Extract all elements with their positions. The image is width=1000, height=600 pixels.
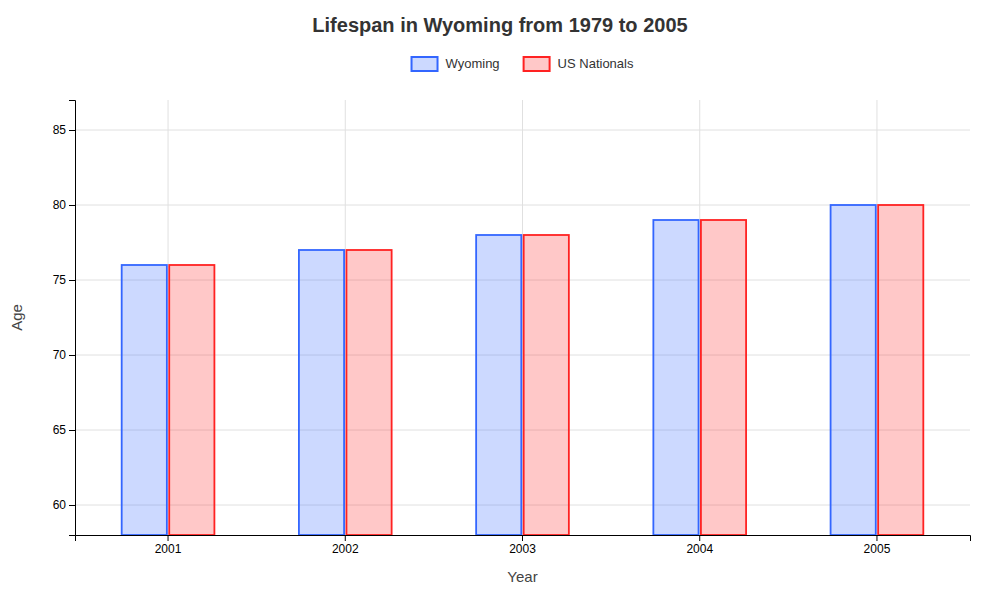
tick: 70 bbox=[53, 348, 75, 362]
tick: 85 bbox=[53, 123, 75, 137]
tick-mark bbox=[69, 355, 75, 356]
tick-label: 2005 bbox=[864, 542, 891, 556]
axis-line bbox=[76, 536, 971, 542]
tick-label: 2003 bbox=[509, 542, 536, 556]
bar bbox=[831, 205, 876, 535]
legend-label: US Nationals bbox=[558, 56, 634, 71]
grid bbox=[75, 100, 970, 535]
bar bbox=[701, 220, 746, 535]
bar bbox=[878, 205, 923, 535]
legend-label: Wyoming bbox=[446, 56, 500, 71]
tick-mark bbox=[345, 535, 346, 541]
tick-mark bbox=[168, 535, 169, 541]
tick-mark bbox=[69, 130, 75, 131]
tick-mark bbox=[69, 430, 75, 431]
bar bbox=[524, 235, 569, 535]
bar bbox=[653, 220, 698, 535]
tick-label: 2002 bbox=[332, 542, 359, 556]
tick-mark bbox=[699, 535, 700, 541]
legend-swatch bbox=[524, 57, 550, 71]
tick-mark bbox=[69, 505, 75, 506]
tick-label: 2004 bbox=[686, 542, 713, 556]
tick-label: 65 bbox=[53, 423, 67, 437]
bar bbox=[346, 250, 391, 535]
tick-mark bbox=[69, 280, 75, 281]
legend-item: Wyoming bbox=[412, 56, 500, 71]
tick-label: 85 bbox=[53, 123, 67, 137]
tick: 2002 bbox=[332, 535, 359, 556]
tick-label: 80 bbox=[53, 198, 67, 212]
tick-label: 2001 bbox=[155, 542, 182, 556]
legend-swatch bbox=[412, 57, 438, 71]
x-axis-title: Year bbox=[507, 568, 537, 585]
tick: 2004 bbox=[686, 535, 713, 556]
legend-item: US Nationals bbox=[524, 56, 634, 71]
tick: 75 bbox=[53, 273, 75, 287]
tick: 65 bbox=[53, 423, 75, 437]
tick-label: 70 bbox=[53, 348, 67, 362]
chart: 2001 2002 2003 2004 2005 60 65 70 75 80 85 Lifespan… bbox=[0, 0, 1000, 600]
bar bbox=[169, 265, 214, 535]
bar bbox=[476, 235, 521, 535]
y-axis: 60 65 70 75 80 85 bbox=[53, 101, 76, 536]
legend: Wyoming US Nationals bbox=[412, 56, 634, 71]
tick: 60 bbox=[53, 498, 75, 512]
tick-mark bbox=[69, 205, 75, 206]
bar-series bbox=[169, 205, 923, 535]
tick-label: 60 bbox=[53, 498, 67, 512]
bar-series bbox=[122, 205, 876, 535]
title: Lifespan in Wyoming from 1979 to 2005 bbox=[312, 14, 687, 36]
bar bbox=[299, 250, 344, 535]
x-axis: 2001 2002 2003 2004 2005 bbox=[76, 535, 971, 556]
tick: 2003 bbox=[509, 535, 536, 556]
tick: 80 bbox=[53, 198, 75, 212]
y-axis-title: Age bbox=[8, 304, 25, 331]
tick: 2001 bbox=[155, 535, 182, 556]
tick: 2005 bbox=[864, 535, 891, 556]
tick-mark bbox=[522, 535, 523, 541]
tick-mark bbox=[876, 535, 877, 541]
bar bbox=[122, 265, 167, 535]
axis-line bbox=[69, 101, 76, 536]
tick-label: 75 bbox=[53, 273, 67, 287]
plot-area: 2001 2002 2003 2004 2005 60 65 70 75 80 85 bbox=[53, 100, 971, 556]
bars bbox=[122, 205, 924, 535]
